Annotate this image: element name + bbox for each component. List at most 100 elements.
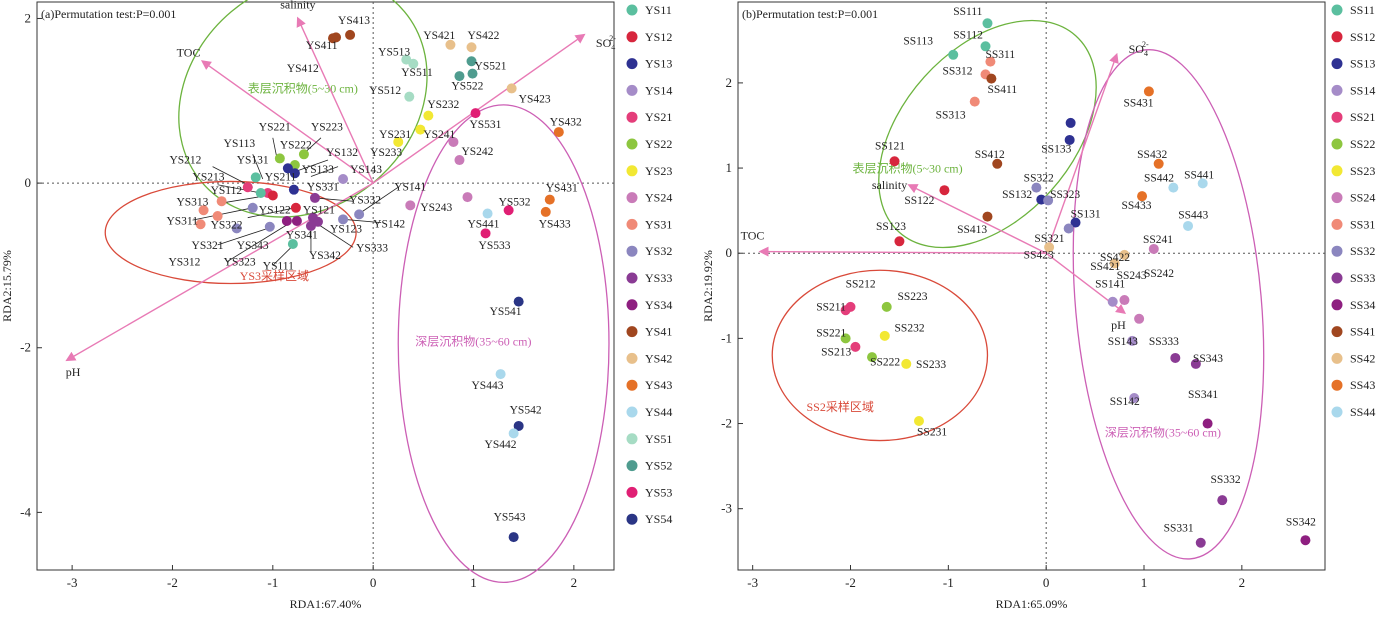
y-tick-label: -3 [721,501,732,516]
point-ys343 [264,221,275,232]
arrow-label-so: SO42- [596,34,616,52]
arrow-label-salinity: salinity [872,178,907,192]
x-tick-label: -2 [845,575,856,590]
legend-label-ss42: SS42 [1350,351,1375,365]
ellipse-label-surface: 表层沉积物(5~30 cm) [248,82,358,96]
panel-b-rda-plot: -3 -2 -1 0 1 2 -3 -2 -1 0 1 2 RDA1:65.09% RDA2:19.92%… [701,1,1375,611]
point-ys443 [495,369,506,380]
point-ys431 [544,194,555,205]
point-ss322 [1031,182,1042,193]
point-label-ys321: YS321 [192,240,224,252]
legend-marker-ys31 [626,218,638,230]
arrow-label-salinity: salinity [280,0,315,11]
point-label-ys213: YS213 [193,172,225,184]
legend-label-ys51: YS51 [645,432,672,446]
x-tick-label: 0 [370,575,377,590]
x-tick-label: -1 [943,575,954,590]
legend-label-ys12: YS12 [645,30,672,44]
point-label-ys323: YS323 [224,256,256,268]
y-tick-label: 2 [726,75,733,90]
y-axis-title: RDA2:15.79% [0,250,14,322]
legend-marker-ss34 [1331,299,1343,311]
point-ys543 [508,532,519,543]
point-ys421 [445,39,456,50]
point-ss421 [1109,258,1120,269]
arrow-label-toc: TOC [177,45,201,59]
point-label-ys313: YS313 [176,196,208,208]
label-leader-line [252,154,264,180]
point-label-ss422: SS422 [1100,252,1130,264]
point-label-ys221: YS221 [259,121,291,133]
legend-label-ss23: SS23 [1350,164,1375,178]
point-ys332 [354,209,365,220]
x-tick-label: 1 [470,575,477,590]
panel-a-rda-plot: -3 -2 -1 0 1 2 -4 -2 0 2 RDA1:67.40% RDA2:15.79% (a)… [0,0,672,611]
legend-marker-ss21 [1331,111,1343,123]
point-label-ss212: SS212 [846,278,876,290]
point-label-ys111: YS111 [263,261,294,273]
point-ys521 [466,56,477,67]
point-label-ss231: SS231 [917,426,947,438]
label-leader-line [317,223,354,248]
point-label-ss343: SS343 [1193,353,1223,365]
point-ys243 [462,192,473,203]
arrow-label-so: SO42- [1129,40,1149,58]
point-label-ss421: SS421 [1090,261,1120,273]
point-label-ys312: YS312 [168,256,200,268]
legend-marker-ys23 [626,165,638,177]
legend-marker-ss12 [1331,31,1343,43]
point-label-ys423: YS423 [519,93,551,105]
point-ys111 [287,239,298,250]
point-ys531 [470,108,481,119]
point-label-ss332: SS332 [1211,474,1241,486]
legend-label-ys22: YS22 [645,137,672,151]
point-label-ys112: YS112 [211,185,243,197]
point-label-ys531: YS531 [469,119,501,131]
y-tick-label: 0 [25,175,32,190]
legend-label-ys21: YS21 [645,110,672,124]
legend-marker-ys33 [626,272,638,284]
point-label-ys431: YS431 [546,182,578,194]
point-label-ys533: YS533 [479,240,511,252]
arrow-label-ph: pH [66,365,81,379]
point-label-ys333: YS333 [356,242,388,254]
legend-marker-ys53 [626,486,638,498]
plot-frame [36,1,615,571]
arrow-ph [65,182,374,362]
point-ys112 [267,190,278,201]
arrow-so [372,33,586,184]
point-label-ss333: SS333 [1149,336,1179,348]
legend-label-ss21: SS21 [1350,110,1375,124]
point-ys221 [274,153,285,164]
legend-label-ss14: SS14 [1350,83,1375,97]
point-ys233 [393,136,404,147]
point-ss242 [1134,313,1145,324]
legend-label-ys41: YS41 [645,325,672,339]
x-tick-label: 0 [1043,575,1050,590]
point-ys312 [195,219,206,230]
point-ss413 [982,211,993,222]
point-label-ss123: SS123 [876,221,906,233]
point-ys341 [281,215,292,226]
point-ss233 [901,358,912,369]
point-label-ss312: SS312 [942,65,972,77]
legend-marker-ys42 [626,352,638,364]
point-ss431 [1143,86,1154,97]
point-label-ss143: SS143 [1108,336,1138,348]
point-ys532 [503,205,514,216]
x-tick-label: -3 [67,575,78,590]
ellipse-deep [397,104,610,583]
legend-marker-ys43 [626,379,638,391]
y-tick-label: -2 [20,340,31,355]
point-ss141 [1107,296,1118,307]
point-ys423 [506,83,517,94]
point-label-ys542: YS542 [510,405,542,417]
point-ys113 [250,172,261,183]
label-leader-line [272,245,294,266]
point-label-ys512: YS512 [369,85,401,97]
point-ss112 [980,41,991,52]
arrow-salinity [296,16,374,184]
point-ys212 [242,182,253,193]
legend-label-ys31: YS31 [645,217,672,231]
